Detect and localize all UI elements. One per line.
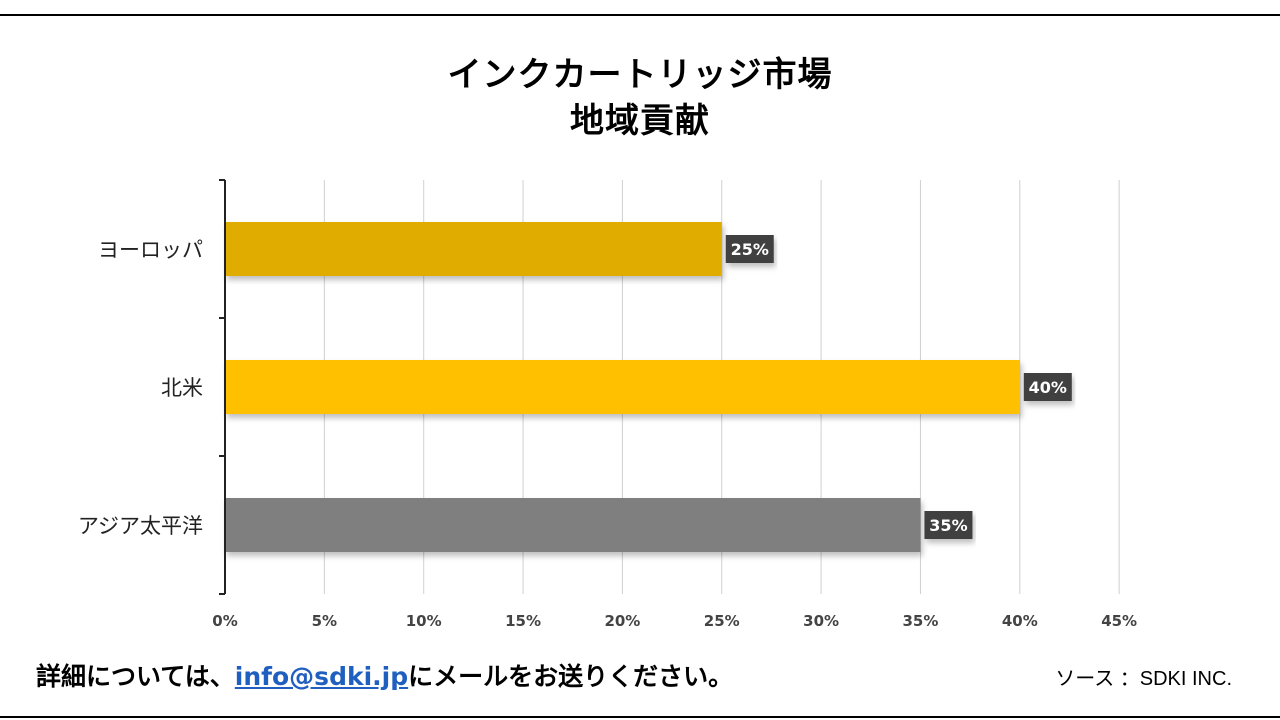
category-label: ヨーロッパ — [98, 238, 203, 262]
x-tick-label: 15% — [505, 612, 541, 630]
x-tick-label: 0% — [212, 612, 237, 630]
category-label: 北米 — [161, 376, 203, 400]
data-label-box-2 — [924, 511, 973, 539]
email-link[interactable]: info@sdki.jp — [234, 662, 409, 691]
contact-note-suffix: にメールをお送りください。 — [408, 662, 734, 691]
contact-note-prefix: 詳細については、 — [36, 662, 235, 691]
bar-chart: ヨーロッパ 25% 北米 40% アジア太平洋 35% 0% 5% 10% 15% 20% 25% 30… — [78, 179, 1137, 630]
data-label-box-1 — [1023, 373, 1072, 401]
top-rule — [0, 14, 1280, 16]
x-tick-label: 10% — [406, 612, 442, 630]
data-label: 35% — [929, 516, 967, 535]
x-tick-label: 5% — [312, 612, 337, 630]
x-tick-label: 35% — [902, 612, 938, 630]
chart-title-line2: 地域貢献 — [570, 101, 710, 141]
bar-0 — [225, 222, 722, 276]
x-tick-label: 20% — [604, 612, 640, 630]
category-label: アジア太平洋 — [78, 514, 203, 538]
x-tick-label: 45% — [1101, 612, 1137, 630]
bar-1 — [225, 360, 1020, 414]
x-tick-label: 25% — [704, 612, 740, 630]
data-label: 25% — [731, 240, 769, 259]
data-label-box-0 — [725, 235, 774, 263]
x-tick-label: 30% — [803, 612, 839, 630]
bar-2 — [225, 498, 921, 552]
data-label: 40% — [1029, 378, 1067, 397]
source-credit: ソース ：SDKI INC. — [1055, 668, 1232, 690]
bottom-rule — [0, 716, 1280, 718]
x-tick-label: 40% — [1002, 612, 1038, 630]
chart-title-line1: インクカートリッジ市場 — [447, 55, 833, 95]
contact-note: 詳細については、info@sdki.jpにメールをお送りください。 — [36, 660, 733, 694]
